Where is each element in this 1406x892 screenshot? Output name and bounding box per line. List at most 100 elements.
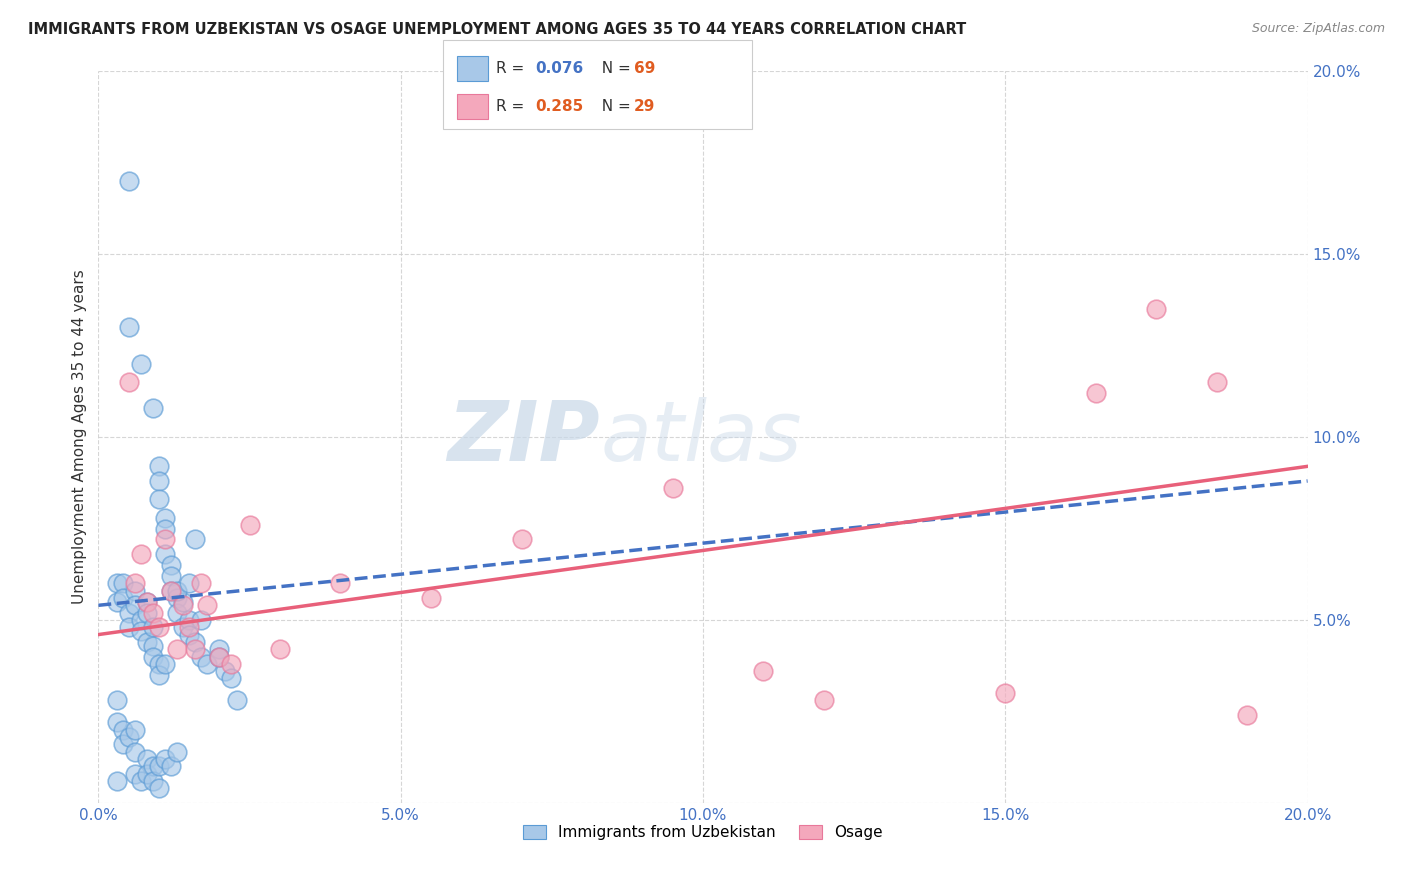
Point — [153, 521, 176, 535]
Point — [124, 583, 146, 598]
Point — [195, 657, 218, 671]
Point — [124, 576, 146, 591]
Point — [118, 320, 141, 334]
Point — [184, 642, 207, 657]
Point — [813, 693, 835, 707]
Point — [208, 649, 231, 664]
Point — [148, 781, 170, 796]
Point — [118, 174, 141, 188]
Point — [1085, 386, 1108, 401]
Point — [124, 599, 146, 613]
Point — [172, 599, 194, 613]
Point — [135, 766, 157, 780]
Point — [221, 657, 243, 671]
Point — [129, 773, 152, 788]
Point — [135, 752, 157, 766]
Point — [118, 620, 141, 634]
Point — [195, 599, 218, 613]
Point — [142, 649, 165, 664]
Point — [510, 533, 533, 547]
Point — [1144, 301, 1167, 317]
Point — [135, 594, 157, 608]
Point — [105, 693, 128, 707]
Point — [124, 723, 146, 737]
Text: R =: R = — [496, 62, 530, 76]
Point — [153, 752, 176, 766]
Point — [752, 664, 775, 678]
Legend: Immigrants from Uzbekistan, Osage: Immigrants from Uzbekistan, Osage — [517, 819, 889, 847]
Point — [172, 620, 194, 634]
Point — [148, 474, 170, 488]
Point — [269, 642, 291, 657]
Point — [221, 672, 243, 686]
Point — [1206, 375, 1229, 389]
Point — [226, 693, 249, 707]
Point — [166, 642, 188, 657]
Point — [661, 481, 683, 495]
Point — [166, 606, 188, 620]
Point — [166, 583, 188, 598]
Point — [184, 635, 207, 649]
Point — [208, 649, 231, 664]
Y-axis label: Unemployment Among Ages 35 to 44 years: Unemployment Among Ages 35 to 44 years — [72, 269, 87, 605]
Point — [135, 594, 157, 608]
Point — [179, 613, 201, 627]
Point — [118, 606, 141, 620]
Point — [153, 657, 176, 671]
Text: ZIP: ZIP — [447, 397, 600, 477]
Point — [135, 606, 157, 620]
Point — [190, 649, 212, 664]
Point — [142, 620, 165, 634]
Point — [172, 594, 194, 608]
Point — [105, 773, 128, 788]
Point — [142, 606, 165, 620]
Point — [124, 745, 146, 759]
Point — [148, 459, 170, 474]
Point — [105, 715, 128, 730]
Point — [208, 642, 231, 657]
Point — [153, 533, 176, 547]
Text: 0.285: 0.285 — [536, 99, 583, 113]
Point — [118, 730, 141, 744]
Point — [118, 375, 141, 389]
Point — [124, 766, 146, 780]
Point — [160, 569, 183, 583]
Text: IMMIGRANTS FROM UZBEKISTAN VS OSAGE UNEMPLOYMENT AMONG AGES 35 TO 44 YEARS CORRE: IMMIGRANTS FROM UZBEKISTAN VS OSAGE UNEM… — [28, 22, 966, 37]
Point — [190, 613, 212, 627]
Point — [994, 686, 1017, 700]
Point — [160, 583, 183, 598]
Point — [129, 547, 152, 561]
Text: Source: ZipAtlas.com: Source: ZipAtlas.com — [1251, 22, 1385, 36]
Point — [179, 620, 201, 634]
Point — [142, 773, 165, 788]
Point — [1236, 708, 1258, 723]
Point — [142, 639, 165, 653]
Point — [111, 723, 134, 737]
Point — [129, 613, 152, 627]
Point — [160, 583, 183, 598]
Point — [190, 576, 212, 591]
Text: 29: 29 — [634, 99, 655, 113]
Point — [329, 576, 352, 591]
Point — [129, 624, 152, 638]
Point — [179, 576, 201, 591]
Point — [148, 759, 170, 773]
Point — [148, 620, 170, 634]
Point — [179, 627, 201, 641]
Point — [129, 357, 152, 371]
Point — [148, 667, 170, 681]
Point — [166, 745, 188, 759]
Text: 0.076: 0.076 — [536, 62, 583, 76]
Point — [166, 591, 188, 605]
Point — [111, 737, 134, 751]
Point — [153, 510, 176, 524]
Point — [148, 492, 170, 507]
Point — [153, 547, 176, 561]
Text: atlas: atlas — [600, 397, 801, 477]
Point — [148, 657, 170, 671]
Point — [135, 635, 157, 649]
Text: N =: N = — [592, 62, 636, 76]
Text: 69: 69 — [634, 62, 655, 76]
Point — [214, 664, 236, 678]
Point — [142, 401, 165, 415]
